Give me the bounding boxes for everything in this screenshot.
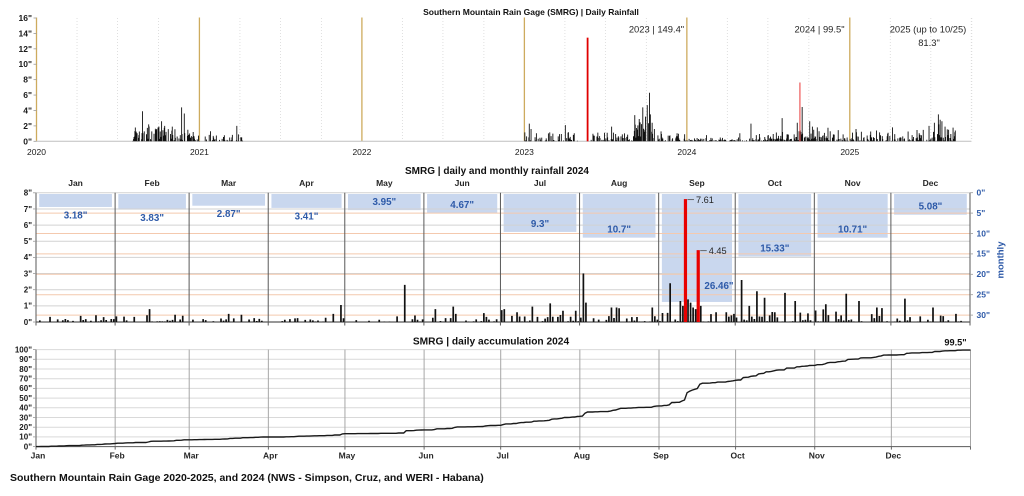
svg-text:monthly: monthly xyxy=(996,241,1007,279)
svg-text:3.83": 3.83" xyxy=(140,213,164,224)
svg-text:2023 | 149.4": 2023 | 149.4" xyxy=(629,24,684,35)
svg-text:2024 | 99.5": 2024 | 99.5" xyxy=(794,24,844,35)
svg-text:6": 6" xyxy=(24,221,32,230)
svg-text:12": 12" xyxy=(19,44,33,54)
svg-text:10.7": 10.7" xyxy=(607,225,631,236)
svg-text:5.08": 5.08" xyxy=(919,202,943,213)
svg-text:25": 25" xyxy=(977,290,991,300)
svg-text:14": 14" xyxy=(19,28,33,38)
svg-text:Southern Mountain Rain Gage 20: Southern Mountain Rain Gage 2020-2025, a… xyxy=(10,472,484,484)
svg-text:81.3": 81.3" xyxy=(918,37,940,48)
svg-text:Oct: Oct xyxy=(768,178,782,188)
svg-text:Jun: Jun xyxy=(455,178,470,188)
svg-text:50": 50" xyxy=(19,394,32,403)
svg-text:2.87": 2.87" xyxy=(217,209,241,220)
svg-text:2023: 2023 xyxy=(515,147,534,157)
svg-text:8": 8" xyxy=(24,189,32,198)
svg-text:Feb: Feb xyxy=(110,451,125,461)
svg-text:Apr: Apr xyxy=(299,178,314,188)
svg-text:4": 4" xyxy=(23,105,32,115)
svg-text:5": 5" xyxy=(24,237,32,246)
svg-text:10": 10" xyxy=(19,433,32,442)
svg-text:99.5": 99.5" xyxy=(944,338,966,348)
svg-text:3": 3" xyxy=(24,269,32,278)
svg-text:2": 2" xyxy=(24,286,32,295)
svg-text:Jul: Jul xyxy=(497,451,509,461)
svg-text:1": 1" xyxy=(24,302,32,311)
svg-text:2021: 2021 xyxy=(190,147,209,157)
svg-text:20": 20" xyxy=(19,423,32,432)
svg-text:SMRG | daily and monthly rainf: SMRG | daily and monthly rainfall 2024 xyxy=(405,166,589,177)
svg-text:4": 4" xyxy=(24,253,32,262)
svg-text:30": 30" xyxy=(19,413,32,422)
svg-text:Dec: Dec xyxy=(886,451,902,461)
svg-text:60": 60" xyxy=(19,384,32,393)
svg-text:2025: 2025 xyxy=(840,147,859,157)
svg-text:7": 7" xyxy=(24,205,32,214)
svg-text:Mar: Mar xyxy=(221,178,237,188)
svg-text:May: May xyxy=(376,178,393,188)
svg-text:Dec: Dec xyxy=(923,178,939,188)
svg-text:Jun: Jun xyxy=(419,451,434,461)
svg-text:80": 80" xyxy=(19,365,32,374)
svg-text:16": 16" xyxy=(19,13,33,23)
svg-text:2022: 2022 xyxy=(352,147,371,157)
svg-text:Aug: Aug xyxy=(611,178,628,188)
svg-text:10": 10" xyxy=(19,59,33,69)
svg-text:0": 0" xyxy=(977,188,986,198)
svg-text:Mar: Mar xyxy=(184,451,200,461)
svg-text:2020: 2020 xyxy=(27,147,46,157)
svg-text:2": 2" xyxy=(23,121,32,131)
svg-text:2025 (up to 10/25): 2025 (up to 10/25) xyxy=(890,24,967,35)
svg-text:0": 0" xyxy=(24,318,32,327)
svg-text:9.3": 9.3" xyxy=(531,219,549,230)
svg-text:26.46": 26.46" xyxy=(704,281,733,292)
svg-text:20": 20" xyxy=(977,269,991,279)
svg-text:Oct: Oct xyxy=(731,451,745,461)
svg-text:7.61: 7.61 xyxy=(696,195,714,205)
svg-text:10.71": 10.71" xyxy=(838,225,867,236)
svg-text:0": 0" xyxy=(23,136,32,146)
svg-text:6": 6" xyxy=(23,90,32,100)
svg-text:Southern Mountain Rain Gage (S: Southern Mountain Rain Gage (SMRG) | Dai… xyxy=(423,7,639,17)
svg-text:10": 10" xyxy=(977,228,991,238)
svg-text:3.41": 3.41" xyxy=(295,211,319,222)
svg-text:Jan: Jan xyxy=(68,178,83,188)
svg-text:Sep: Sep xyxy=(653,451,669,461)
svg-text:3.95": 3.95" xyxy=(372,197,396,208)
svg-text:2024: 2024 xyxy=(677,147,696,157)
svg-text:4.67": 4.67" xyxy=(450,200,474,211)
svg-text:3.18": 3.18" xyxy=(64,210,88,221)
svg-text:Jan: Jan xyxy=(31,451,46,461)
svg-text:Aug: Aug xyxy=(574,451,591,461)
svg-text:Sep: Sep xyxy=(689,178,705,188)
svg-text:15": 15" xyxy=(977,249,991,259)
svg-text:4.45: 4.45 xyxy=(709,246,727,256)
svg-text:8": 8" xyxy=(23,75,32,85)
svg-text:40": 40" xyxy=(19,404,32,413)
svg-text:May: May xyxy=(339,451,356,461)
svg-text:100": 100" xyxy=(15,345,32,354)
svg-text:Feb: Feb xyxy=(145,178,160,188)
svg-text:15.33": 15.33" xyxy=(760,244,789,255)
svg-text:0": 0" xyxy=(24,442,32,451)
svg-text:SMRG | daily accumulation 2024: SMRG | daily accumulation 2024 xyxy=(413,337,570,348)
svg-text:90": 90" xyxy=(19,355,32,364)
svg-text:Nov: Nov xyxy=(845,178,861,188)
svg-text:70": 70" xyxy=(19,375,32,384)
svg-text:Apr: Apr xyxy=(263,451,278,461)
svg-text:Jul: Jul xyxy=(534,178,546,188)
svg-text:Nov: Nov xyxy=(809,451,825,461)
svg-text:30": 30" xyxy=(977,310,991,320)
svg-text:5": 5" xyxy=(977,208,986,218)
